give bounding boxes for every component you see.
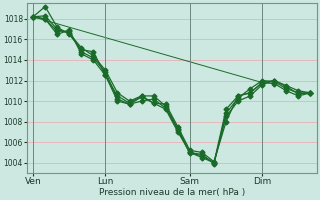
X-axis label: Pression niveau de la mer( hPa ): Pression niveau de la mer( hPa )	[99, 188, 245, 197]
